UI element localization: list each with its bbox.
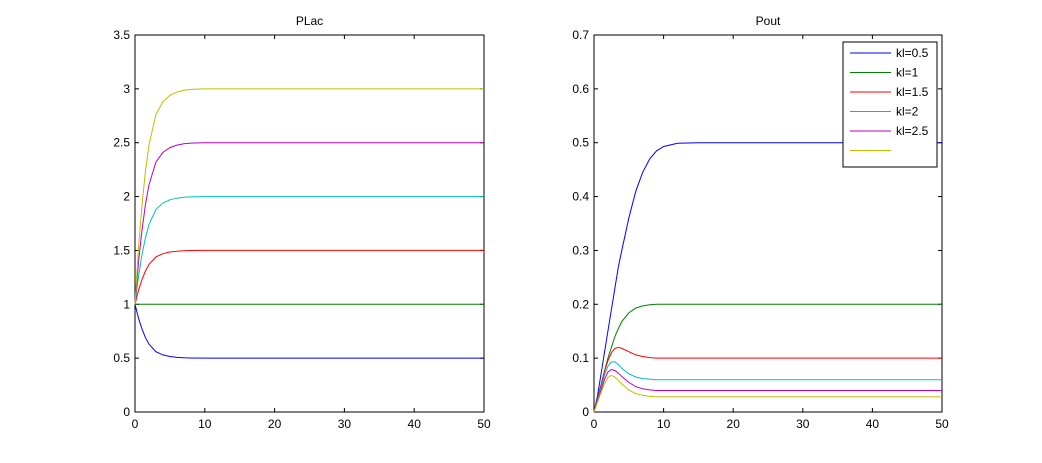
- plot-0: PLac 0 10 20 30 40 50 0 0.5 1 1.5 2 2.5 3 3.5: [113, 14, 491, 431]
- x-tick-label: 40: [408, 417, 422, 431]
- legend-label: kl=2: [896, 105, 919, 119]
- y-tick-label: 0.2: [572, 297, 589, 311]
- series-line-4: [593, 368, 942, 413]
- y-tick-label: 3: [123, 82, 130, 96]
- series-line-5: [134, 88, 484, 305]
- y-tick-label: 0.1: [572, 351, 589, 365]
- series-line-0: [593, 142, 942, 413]
- y-tick-label: 0.3: [572, 243, 589, 257]
- chart-title: Pout: [756, 14, 781, 28]
- y-tick-label: 0.5: [572, 136, 589, 150]
- legend-label: kl=0.5: [896, 46, 929, 60]
- x-tick-label: 10: [657, 417, 671, 431]
- y-tick-label: 0.4: [572, 190, 589, 204]
- y-tick-label: 0.6: [572, 82, 589, 96]
- y-tick-label: 1: [123, 297, 130, 311]
- x-tick-label: 30: [796, 417, 810, 431]
- y-tick-label: 0.7: [572, 28, 589, 42]
- x-tick-label: 40: [866, 417, 880, 431]
- x-tick-label: 30: [338, 417, 352, 431]
- y-tick-label: 0.5: [113, 351, 130, 365]
- x-tick-label: 20: [268, 417, 282, 431]
- chart-title: PLac: [296, 14, 323, 28]
- plot-1: Pout 0 10 20 30 40 50 0 0.1 0.2 0.3 0.4 0.5 0.6 0.7 kl=…: [572, 14, 949, 431]
- series-line-2: [134, 249, 484, 305]
- x-tick-label: 0: [132, 417, 139, 431]
- series-line-3: [134, 196, 484, 305]
- legend-label: kl=2.5: [896, 124, 929, 138]
- legend: kl=0.5 kl=1 kl=1.5 kl=2 kl=2.5: [842, 41, 938, 168]
- x-tick-label: 50: [935, 417, 949, 431]
- series-line-4: [134, 142, 484, 305]
- series-line-5: [593, 374, 942, 413]
- y-tick-label: 2: [123, 190, 130, 204]
- y-tick-label: 1.5: [113, 243, 130, 257]
- legend-box: [842, 41, 938, 168]
- series-line-2: [593, 346, 942, 413]
- y-tick-label: 2.5: [113, 136, 130, 150]
- y-tick-label: 0: [123, 405, 130, 419]
- axes-box: [134, 34, 485, 413]
- x-tick-label: 20: [727, 417, 741, 431]
- y-tick-label: 0: [582, 405, 589, 419]
- x-tick-label: 50: [477, 417, 491, 431]
- x-tick-label: 10: [198, 417, 212, 431]
- y-tick-label: 3.5: [113, 28, 130, 42]
- x-tick-label: 0: [591, 417, 598, 431]
- series-line-3: [593, 361, 942, 413]
- series-line-0: [134, 304, 484, 359]
- legend-label: kl=1: [896, 66, 919, 80]
- legend-label: kl=1.5: [896, 85, 929, 99]
